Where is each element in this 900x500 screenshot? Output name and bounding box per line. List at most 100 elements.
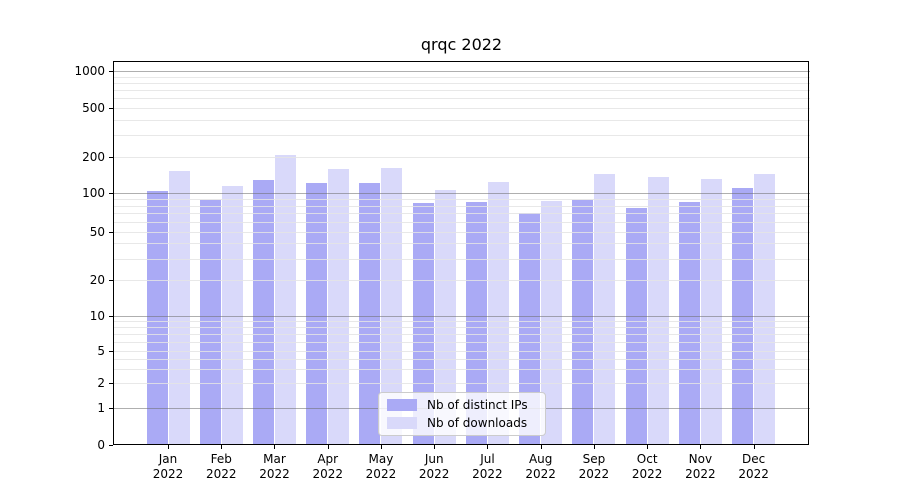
gridline-y-10	[113, 315, 810, 317]
legend-swatch-downloads	[387, 417, 417, 429]
y-tick-mark-5	[109, 351, 113, 352]
y-tick-label-10: 10	[89, 308, 105, 323]
gridline-y-60	[113, 221, 810, 223]
gridline-y-80	[113, 205, 810, 207]
y-tick-label-0: 0	[97, 438, 105, 452]
legend-row-downloads: Nb of downloads	[387, 416, 537, 430]
gridline-y-7	[113, 333, 810, 335]
bar-downloads-jun	[434, 189, 456, 445]
x-tick-label-jul: Jul 2022	[455, 452, 519, 482]
y-tick-label-200: 200	[82, 149, 105, 164]
legend-row-distinct-ips: Nb of distinct IPs	[387, 398, 537, 412]
x-tick-mark-jul	[487, 445, 489, 449]
legend: Nb of distinct IPs Nb of downloads	[378, 392, 546, 436]
bar-distinct-ips-apr	[306, 182, 328, 445]
y-tick-mark-0	[109, 445, 113, 446]
x-tick-label-may: May 2022	[349, 452, 413, 482]
gridline-y-800	[113, 83, 810, 84]
bar-downloads-jul	[487, 182, 509, 445]
bar-downloads-dec	[754, 173, 776, 445]
bar-distinct-ips-may	[359, 182, 381, 445]
x-tick-label-apr: Apr 2022	[296, 452, 360, 482]
y-tick-label-20: 20	[89, 273, 105, 287]
x-tick-year-sep: 2022	[578, 467, 610, 481]
y-tick-label-50: 50	[89, 224, 105, 239]
gridline-y-600	[113, 98, 810, 100]
gridline-y-1000	[113, 71, 810, 72]
x-tick-label-jun: Jun 2022	[402, 452, 466, 482]
bar-distinct-ips-oct	[625, 207, 647, 445]
y-tick-mark-200	[109, 156, 113, 158]
x-tick-year-mar: 2022	[259, 467, 290, 481]
gridline-y-900	[113, 76, 810, 78]
x-tick-year-jan: 2022	[152, 467, 184, 481]
x-tick-mark-dec	[753, 445, 755, 449]
gridline-y-50	[113, 231, 810, 233]
bar-downloads-feb	[221, 186, 243, 445]
x-tick-label-dec: Dec 2022	[722, 452, 786, 482]
x-tick-label-jan: Jan 2022	[136, 452, 200, 482]
y-tick-label-100: 100	[82, 186, 105, 201]
x-tick-mark-oct	[647, 445, 649, 449]
y-tick-label-1000: 1000	[74, 64, 105, 78]
x-tick-label-oct: Oct 2022	[615, 452, 679, 482]
x-tick-mark-jan	[168, 445, 169, 449]
x-tick-year-aug: 2022	[525, 467, 556, 481]
gridline-y-20	[113, 280, 810, 281]
bar-downloads-nov	[700, 179, 722, 445]
y-tick-mark-1	[109, 408, 113, 410]
x-tick-label-sep: Sep 2022	[562, 452, 626, 482]
legend-label-distinct-ips: Nb of distinct IPs	[427, 398, 528, 412]
gridline-y-70	[113, 213, 810, 215]
x-tick-label-nov: Nov 2022	[668, 452, 732, 482]
gridline-y-8	[113, 327, 810, 329]
y-tick-mark-20	[109, 280, 113, 281]
x-tick-mark-mar	[274, 445, 276, 449]
gridline-y-30	[113, 258, 810, 260]
x-tick-mark-jun	[434, 445, 436, 449]
bar-downloads-sep	[594, 173, 616, 445]
gridline-y-9	[113, 321, 810, 323]
gridline-y-2	[113, 383, 810, 385]
gridline-y-400	[113, 120, 810, 122]
bar-downloads-may	[381, 167, 403, 445]
gridline-y-200	[113, 156, 810, 158]
x-tick-label-aug: Aug 2022	[509, 452, 573, 482]
y-tick-mark-1000	[109, 71, 113, 72]
legend-swatch-distinct-ips	[387, 399, 417, 411]
x-tick-label-mar: Mar 2022	[242, 452, 306, 482]
y-tick-mark-100	[109, 193, 113, 195]
bar-distinct-ips-mar	[252, 179, 274, 445]
gridline-y-3	[113, 369, 810, 370]
x-tick-mark-feb	[221, 445, 223, 449]
x-tick-year-nov: 2022	[685, 467, 716, 481]
x-tick-label-feb: Feb 2022	[189, 452, 253, 482]
y-tick-label-1: 1	[97, 401, 105, 416]
gridline-y-700	[113, 90, 810, 92]
x-tick-year-dec: 2022	[738, 467, 769, 481]
bar-downloads-apr	[328, 169, 350, 445]
y-tick-label-2: 2	[97, 376, 105, 391]
bar-distinct-ips-jan	[146, 191, 168, 445]
x-tick-mark-nov	[700, 445, 702, 449]
gridline-y-90	[113, 199, 810, 201]
gridline-y-4	[113, 358, 810, 360]
y-tick-mark-500	[109, 108, 113, 110]
gridline-y-300	[113, 135, 810, 137]
legend-label-downloads: Nb of downloads	[427, 416, 528, 430]
bar-distinct-ips-nov	[678, 202, 700, 445]
x-tick-year-apr: 2022	[312, 467, 343, 481]
x-tick-mark-aug	[540, 445, 542, 449]
y-tick-mark-50	[109, 231, 113, 233]
x-tick-year-may: 2022	[365, 467, 397, 481]
x-tick-mark-sep	[593, 445, 595, 449]
x-tick-year-feb: 2022	[205, 467, 237, 481]
y-tick-label-5: 5	[97, 344, 105, 358]
x-tick-year-jul: 2022	[472, 467, 503, 481]
gridline-y-100	[113, 193, 810, 195]
x-tick-mark-apr	[327, 445, 329, 449]
plot-frame	[113, 61, 809, 445]
bar-distinct-ips-jun	[412, 202, 434, 445]
y-tick-label-500: 500	[82, 101, 105, 116]
gridline-y-500	[113, 108, 810, 110]
